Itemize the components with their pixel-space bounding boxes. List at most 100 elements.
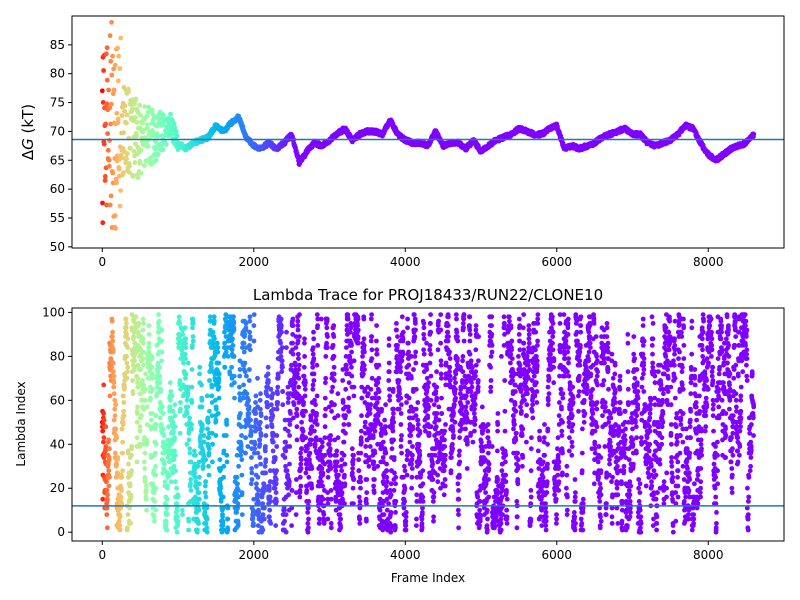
- lambda-point: [265, 393, 270, 399]
- dg-point: [109, 19, 114, 25]
- lambda-point: [243, 450, 248, 456]
- lambda-point: [188, 488, 194, 493]
- lambda-point: [143, 371, 149, 377]
- lambda-point: [369, 356, 375, 361]
- lambda-point: [308, 437, 314, 443]
- lambda-point: [309, 466, 315, 471]
- dg-point: [134, 119, 140, 125]
- lambda-point: [243, 435, 249, 441]
- lambda-point: [363, 430, 368, 436]
- dg-point: [107, 33, 113, 39]
- lambda-point: [125, 336, 131, 342]
- dg-point: [149, 107, 155, 113]
- lambda-point: [104, 525, 110, 531]
- lambda-point: [172, 452, 178, 458]
- lambda-point: [302, 393, 308, 399]
- lambda-point: [370, 435, 376, 441]
- lambda-point: [262, 448, 268, 454]
- lambda-point: [378, 433, 384, 438]
- dg-point: [133, 96, 139, 102]
- lambda-point: [148, 395, 153, 401]
- lambda-point: [294, 424, 300, 430]
- dg-point: [107, 202, 113, 208]
- lambda-point: [393, 510, 398, 515]
- dg-point: [100, 200, 105, 206]
- dg-point: [141, 128, 146, 134]
- lambda-point: [289, 362, 294, 368]
- lambda-point: [162, 479, 168, 485]
- lambda-point: [358, 450, 364, 456]
- lambda-point: [269, 402, 274, 408]
- dg-point: [115, 78, 121, 84]
- lambda-point: [206, 446, 212, 452]
- lambda-point: [357, 499, 363, 504]
- lambda-point: [239, 433, 244, 438]
- lambda-point: [391, 419, 397, 425]
- lambda-point: [376, 375, 382, 381]
- lambda-point: [246, 397, 252, 403]
- lambda-point: [290, 340, 295, 346]
- lambda-point: [252, 446, 258, 452]
- lambda-point: [361, 343, 367, 348]
- lambda-point: [127, 481, 133, 487]
- dg-points: [99, 19, 757, 231]
- lambda-point: [116, 518, 122, 524]
- lambda-point: [178, 400, 183, 405]
- lambda-point: [101, 417, 107, 423]
- lambda-point: [222, 364, 228, 370]
- lambda-point: [383, 430, 388, 436]
- lambda-point: [325, 474, 331, 480]
- lambda-point: [357, 516, 363, 522]
- dg-point: [118, 155, 124, 161]
- lambda-point: [220, 518, 226, 524]
- lambda-point: [367, 411, 373, 416]
- lambda-point: [390, 424, 395, 430]
- lambda-point: [209, 384, 215, 390]
- lambda-point: [209, 430, 215, 436]
- lambda-point: [364, 518, 369, 524]
- dg-point: [142, 104, 148, 109]
- lambda-point: [273, 523, 279, 528]
- lambda-point: [129, 444, 135, 449]
- dg-point: [108, 121, 113, 127]
- lambda-point: [305, 505, 311, 511]
- lambda-point: [246, 378, 252, 383]
- lambda-point: [302, 340, 307, 346]
- lambda-point: [293, 345, 299, 350]
- lambda-point: [372, 450, 378, 456]
- lambda-point: [310, 351, 316, 357]
- dg-point: [101, 68, 106, 73]
- lambda-point: [167, 380, 173, 386]
- lambda-point: [355, 316, 361, 322]
- lambda-point: [241, 395, 246, 401]
- lambda-point: [197, 474, 202, 480]
- lambda-point: [211, 340, 217, 346]
- lambda-point: [326, 441, 332, 447]
- lambda-point: [197, 364, 203, 370]
- lambda-point: [166, 472, 172, 478]
- lambda-point: [358, 435, 364, 441]
- lambda-point: [361, 336, 367, 342]
- dg-point: [112, 62, 118, 68]
- lambda-point: [297, 334, 302, 339]
- lambda-point: [296, 356, 301, 361]
- lambda-point: [196, 496, 202, 502]
- lambda-point: [323, 354, 329, 359]
- lambda-point: [250, 510, 256, 515]
- lambda-point: [115, 470, 120, 476]
- lambda-point: [349, 364, 354, 370]
- lambda-point: [319, 479, 324, 485]
- lambda-point: [257, 441, 263, 447]
- lambda-point: [106, 461, 111, 467]
- dg-point: [122, 103, 128, 109]
- lambda-point: [172, 448, 177, 454]
- dg-point: [134, 133, 140, 139]
- lambda-point: [128, 521, 134, 526]
- lambda-point: [313, 402, 318, 408]
- lambda-point: [335, 435, 341, 441]
- lambda-point: [293, 334, 299, 339]
- dg-point: [146, 104, 152, 110]
- y-tick-label: 75: [50, 96, 65, 110]
- lambda-point: [263, 444, 268, 449]
- dg-point: [103, 51, 109, 57]
